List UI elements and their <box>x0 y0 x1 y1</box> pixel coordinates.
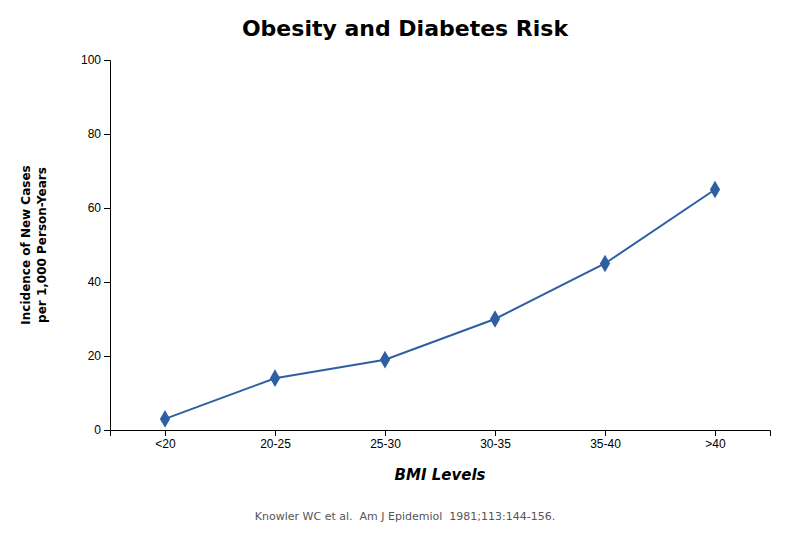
x-tick-label: 30-35 <box>480 437 511 451</box>
x-tick-label: 20-25 <box>260 437 291 451</box>
y-axis-title: per 1,000 Person-Years <box>35 167 49 323</box>
series <box>160 181 720 428</box>
y-tick-label: 80 <box>88 127 102 141</box>
y-tick-label: 60 <box>88 201 102 215</box>
y-tick-mark <box>104 356 110 357</box>
y-tick-label: 100 <box>81 53 101 67</box>
x-tick-mark <box>275 430 276 436</box>
x-axis: <20 20-25 25-30 30-35 35-40 >40 <box>111 430 771 451</box>
y-tick-mark <box>104 430 110 431</box>
x-axis-line <box>111 431 771 437</box>
x-tick: 25-30 <box>370 430 401 451</box>
point <box>160 410 170 428</box>
y-axis-title-group: Incidence of New Casesper 1,000 Person-Y… <box>19 165 49 324</box>
x-tick-mark <box>385 430 386 436</box>
x-axis-title: BMI Levels <box>395 466 486 484</box>
y-tick: 60 <box>88 201 110 215</box>
x-tick-mark <box>495 430 496 436</box>
x-tick: 20-25 <box>260 430 291 451</box>
x-tick-label: <20 <box>155 437 176 451</box>
y-tick-label: 40 <box>88 275 102 289</box>
line <box>165 190 715 419</box>
y-tick-mark <box>104 60 110 61</box>
point <box>490 310 500 328</box>
y-tick: 40 <box>88 275 110 289</box>
y-axis: 0 20 40 60 80 100 <box>81 53 111 437</box>
x-tick: 30-35 <box>480 430 511 451</box>
y-tick-mark <box>104 134 110 135</box>
point <box>380 351 390 369</box>
plot: 0 20 40 60 80 100 <20 20-25 25-30 30-35 35-40 >40 <box>81 53 771 450</box>
point <box>600 255 610 273</box>
y-axis-title: Incidence of New Cases <box>19 165 33 324</box>
x-tick: 35-40 <box>590 430 621 451</box>
y-tick: 20 <box>88 349 110 363</box>
y-tick-mark <box>104 208 110 209</box>
y-tick-label: 0 <box>94 423 101 437</box>
x-tick-label: 35-40 <box>590 437 621 451</box>
chart: Obesity and Diabetes Risk 0 20 40 60 80 100 <20… <box>0 0 810 540</box>
title: Obesity and Diabetes Risk <box>242 16 570 41</box>
x-tick-label: 25-30 <box>370 437 401 451</box>
x-tick-label: >40 <box>705 437 726 451</box>
y-axis-line <box>104 61 111 431</box>
point <box>270 369 280 387</box>
x-tick: >40 <box>705 430 726 451</box>
x-tick: <20 <box>155 430 176 451</box>
x-tick-mark <box>165 430 166 436</box>
y-tick: 0 <box>94 423 110 437</box>
y-tick-mark <box>104 282 110 283</box>
y-tick: 100 <box>81 53 110 67</box>
y-tick: 80 <box>88 127 110 141</box>
x-tick-mark <box>605 430 606 436</box>
annotation: Knowler WC et al. Am J Epidemiol 1981;11… <box>255 510 555 523</box>
y-tick-label: 20 <box>88 349 102 363</box>
x-tick-mark <box>715 430 716 436</box>
point <box>710 181 720 199</box>
